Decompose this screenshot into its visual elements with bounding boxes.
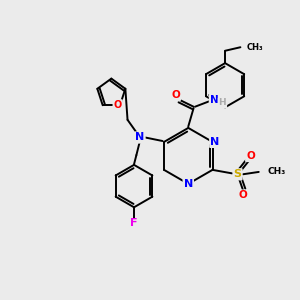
Text: F: F: [130, 218, 138, 228]
Text: N: N: [210, 95, 219, 105]
Text: CH₃: CH₃: [268, 167, 286, 176]
Text: N: N: [135, 133, 145, 142]
Text: N: N: [210, 137, 220, 147]
Text: O: O: [246, 151, 255, 161]
Text: O: O: [171, 90, 180, 100]
Text: CH₃: CH₃: [247, 43, 263, 52]
Text: O: O: [113, 100, 122, 110]
Text: N: N: [184, 179, 193, 190]
Text: S: S: [233, 169, 242, 179]
Text: O: O: [238, 190, 247, 200]
Text: H: H: [219, 98, 226, 107]
